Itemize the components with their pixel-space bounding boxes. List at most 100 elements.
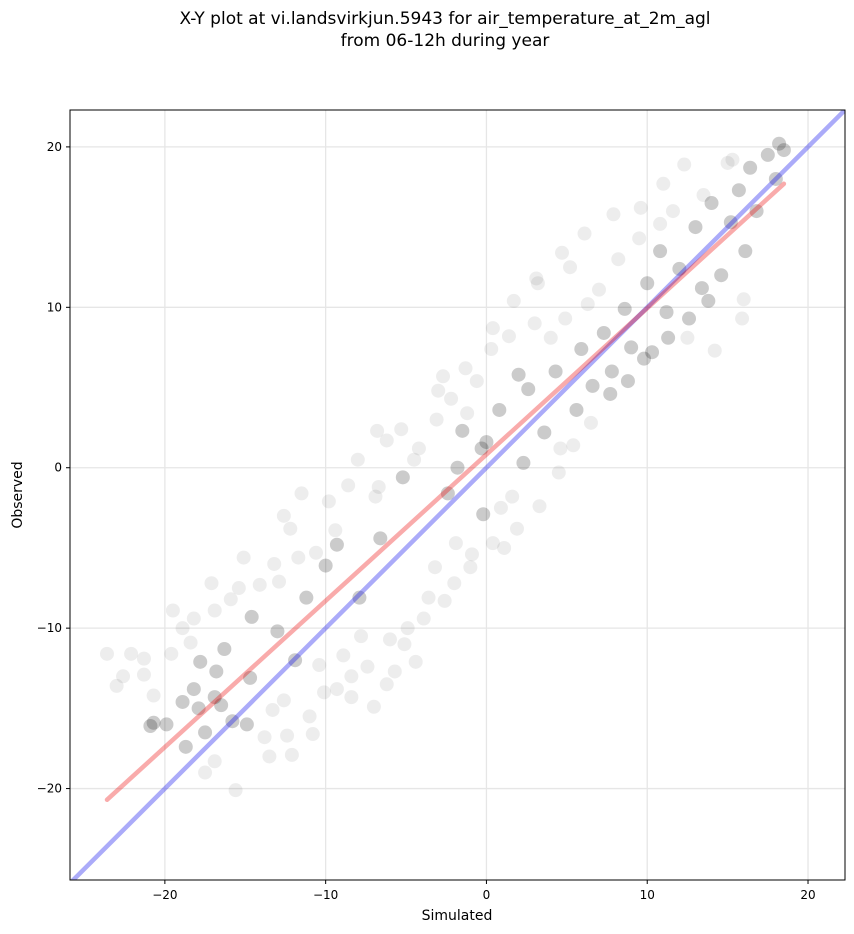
data-point — [341, 478, 356, 493]
data-point — [505, 489, 520, 504]
data-point — [469, 374, 484, 389]
data-point-dense — [159, 717, 174, 732]
fit-line — [104, 181, 787, 803]
data-point — [476, 507, 491, 522]
data-point — [387, 664, 402, 679]
data-point — [288, 653, 303, 668]
data-point — [191, 701, 206, 716]
data-point — [603, 386, 618, 401]
data-point — [574, 342, 589, 357]
data-point — [146, 715, 161, 730]
data-point — [492, 402, 507, 417]
data-point — [555, 245, 570, 260]
data-point-dense — [617, 301, 632, 316]
data-point-dense — [217, 642, 232, 656]
data-point — [354, 629, 369, 644]
data-point — [350, 452, 365, 467]
data-point-dense — [209, 664, 224, 679]
data-point-dense — [548, 364, 563, 379]
data-point — [563, 260, 578, 275]
data-point — [723, 215, 738, 230]
data-point — [617, 301, 632, 316]
x-tick-label: 20 — [800, 888, 815, 902]
data-point — [395, 470, 410, 485]
data-point — [305, 727, 320, 742]
data-point — [243, 670, 258, 685]
data-point — [606, 207, 621, 222]
data-point — [175, 621, 190, 636]
data-point — [379, 677, 394, 692]
y-tick-label: 20 — [47, 140, 62, 154]
data-point-dense — [476, 507, 491, 522]
data-point-dense — [701, 293, 716, 308]
data-point — [329, 537, 344, 552]
data-point — [479, 435, 494, 450]
data-point — [272, 574, 287, 589]
data-point — [329, 682, 344, 697]
data-point — [463, 560, 478, 575]
data-point-dense — [373, 531, 388, 546]
data-point — [198, 765, 213, 780]
data-point — [214, 698, 229, 713]
y-tick-label: −20 — [37, 782, 62, 796]
data-point — [407, 452, 422, 467]
data-point — [497, 540, 512, 555]
data-point — [371, 479, 386, 494]
data-point-dense — [603, 386, 618, 401]
data-point — [360, 659, 375, 674]
y-tick-label: 0 — [54, 461, 62, 475]
data-point — [460, 406, 475, 421]
data-point — [207, 603, 222, 618]
data-point — [749, 204, 764, 219]
data-point — [124, 646, 139, 661]
data-point — [136, 667, 151, 682]
data-point — [731, 183, 746, 198]
data-point — [596, 325, 611, 340]
data-point — [257, 730, 272, 745]
data-point — [527, 316, 542, 331]
data-point — [299, 590, 314, 605]
data-point-dense — [521, 382, 536, 397]
data-point — [294, 486, 309, 501]
x-tick-label: −20 — [152, 888, 177, 902]
data-point-dense — [178, 739, 193, 754]
chart-title-line-2: from 06-12h during year — [340, 31, 550, 51]
data-point — [720, 155, 735, 170]
data-point — [637, 351, 652, 366]
data-point — [283, 521, 298, 536]
data-point — [659, 305, 674, 320]
data-point-dense — [299, 590, 314, 605]
data-point — [653, 216, 668, 231]
data-point — [379, 433, 394, 448]
data-point — [143, 719, 158, 733]
data-point — [677, 157, 692, 172]
data-point — [633, 200, 648, 215]
data-point — [352, 590, 367, 605]
data-point — [109, 678, 124, 693]
data-point — [99, 646, 114, 661]
data-point — [270, 624, 285, 639]
data-point — [680, 330, 695, 345]
data-point — [291, 550, 306, 565]
data-point-dense — [270, 624, 285, 639]
data-point — [344, 669, 359, 684]
data-point-dense — [146, 715, 161, 730]
data-point-dense — [479, 435, 494, 450]
data-point — [485, 321, 500, 336]
y-tick-label: 10 — [47, 300, 62, 314]
data-point — [736, 292, 751, 307]
data-point-dense — [688, 220, 703, 235]
data-point-dense — [191, 701, 206, 716]
data-point-dense — [596, 325, 611, 340]
data-point-dense — [143, 719, 158, 733]
data-point — [165, 603, 180, 618]
data-point-dense — [207, 690, 222, 705]
data-point — [611, 252, 626, 267]
data-point-dense — [731, 183, 746, 198]
data-point — [198, 725, 213, 740]
data-point — [696, 188, 711, 203]
data-point-dense — [723, 215, 738, 230]
data-point — [707, 343, 722, 358]
data-point-dense — [455, 423, 470, 438]
data-point — [455, 423, 470, 438]
